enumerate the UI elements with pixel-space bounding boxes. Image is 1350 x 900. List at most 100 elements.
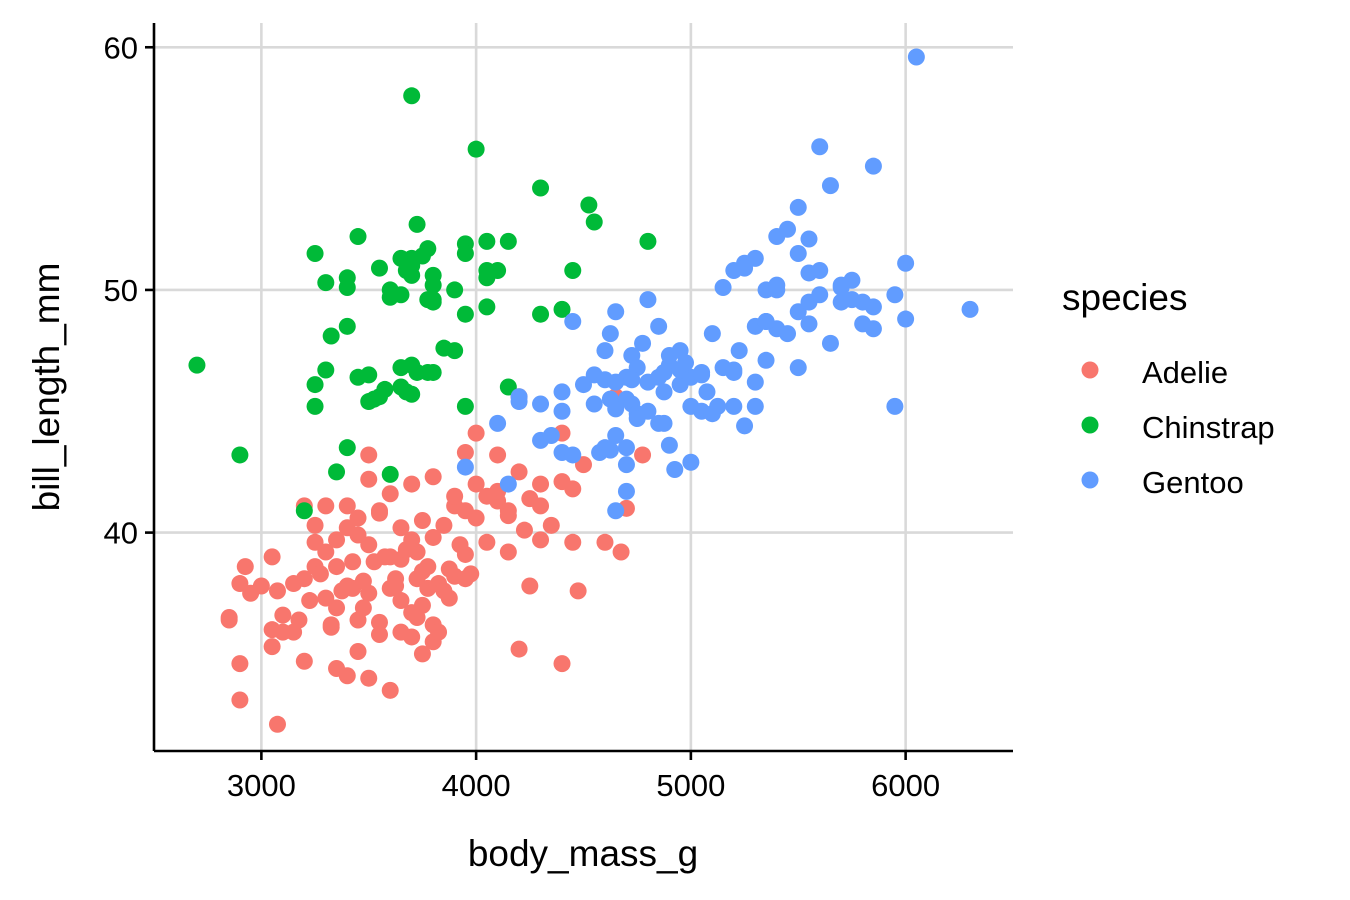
data-point-chinstrap xyxy=(328,463,346,481)
data-point-chinstrap xyxy=(306,376,324,394)
data-point-adelie xyxy=(387,577,405,595)
data-point-gentoo xyxy=(650,317,668,335)
data-point-chinstrap xyxy=(306,245,324,263)
data-point-chinstrap xyxy=(585,213,603,231)
data-point-adelie xyxy=(521,490,539,508)
data-point-gentoo xyxy=(607,502,625,520)
data-point-gentoo xyxy=(623,371,641,389)
x-tick-label: 5000 xyxy=(656,768,725,803)
data-point-gentoo xyxy=(607,303,625,321)
data-point-chinstrap xyxy=(381,281,399,299)
data-point-gentoo xyxy=(746,373,764,391)
data-point-adelie xyxy=(462,565,480,583)
data-point-gentoo xyxy=(811,262,829,280)
data-point-adelie xyxy=(360,446,378,464)
data-point-adelie xyxy=(344,553,362,571)
data-point-gentoo xyxy=(542,427,560,445)
data-point-gentoo xyxy=(886,286,904,304)
y-tick-label: 40 xyxy=(104,516,138,551)
data-point-gentoo xyxy=(821,177,839,195)
data-point-gentoo xyxy=(800,315,818,333)
data-point-adelie xyxy=(413,511,431,529)
data-point-gentoo xyxy=(693,363,711,381)
data-point-gentoo xyxy=(596,342,614,360)
data-point-gentoo xyxy=(698,383,716,401)
data-point-chinstrap xyxy=(564,262,582,280)
data-point-adelie xyxy=(440,560,458,578)
legend-title: species xyxy=(1062,277,1187,318)
y-axis-title: bill_length_mm xyxy=(26,263,67,512)
data-point-chinstrap xyxy=(424,363,442,381)
data-point-gentoo xyxy=(634,334,652,352)
data-point-chinstrap xyxy=(446,281,464,299)
data-point-chinstrap xyxy=(499,232,517,250)
legend-key-gentoo xyxy=(1081,471,1099,489)
data-point-adelie xyxy=(478,533,496,551)
data-point-adelie xyxy=(290,611,308,629)
data-point-gentoo xyxy=(736,417,754,435)
data-point-chinstrap xyxy=(639,232,657,250)
data-point-gentoo xyxy=(746,397,764,415)
data-point-gentoo xyxy=(757,351,775,369)
data-point-adelie xyxy=(301,592,319,610)
data-point-gentoo xyxy=(639,373,657,391)
data-point-adelie xyxy=(360,470,378,488)
data-point-adelie xyxy=(424,468,442,486)
data-point-adelie xyxy=(317,497,335,515)
axis-ticks: 3000 4000 5000 6000 40 50 60 xyxy=(104,30,941,803)
data-point-chinstrap xyxy=(456,305,474,323)
data-point-chinstrap xyxy=(338,439,356,457)
data-point-gentoo xyxy=(779,325,797,343)
legend-label-gentoo: Gentoo xyxy=(1142,465,1244,500)
data-point-gentoo xyxy=(655,383,673,401)
data-point-gentoo xyxy=(864,320,882,338)
data-point-gentoo xyxy=(779,220,797,238)
data-point-chinstrap xyxy=(403,385,421,403)
data-point-chinstrap xyxy=(424,276,442,294)
data-point-gentoo xyxy=(639,291,657,309)
legend-label-adelie: Adelie xyxy=(1142,355,1228,390)
data-point-gentoo xyxy=(617,456,635,474)
data-point-adelie xyxy=(338,497,356,515)
data-point-chinstrap xyxy=(306,397,324,415)
data-point-adelie xyxy=(236,558,254,576)
legend-key-adelie xyxy=(1081,361,1099,379)
data-point-gentoo xyxy=(655,414,673,432)
data-point-adelie xyxy=(328,558,346,576)
data-point-adelie xyxy=(564,533,582,551)
data-point-chinstrap xyxy=(317,274,335,292)
data-point-adelie xyxy=(349,643,367,661)
data-point-gentoo xyxy=(660,346,678,364)
data-point-adelie xyxy=(231,691,249,709)
data-point-chinstrap xyxy=(478,298,496,316)
data-point-adelie xyxy=(381,681,399,699)
data-point-adelie xyxy=(413,645,431,663)
data-point-gentoo xyxy=(601,325,619,343)
data-point-gentoo xyxy=(617,439,635,457)
data-point-adelie xyxy=(328,531,346,549)
data-point-gentoo xyxy=(832,279,850,297)
data-point-gentoo xyxy=(703,325,721,343)
data-point-gentoo xyxy=(730,342,748,360)
data-point-adelie xyxy=(322,616,340,634)
data-point-adelie xyxy=(510,463,528,481)
data-point-gentoo xyxy=(907,48,925,66)
data-point-gentoo xyxy=(564,446,582,464)
data-point-gentoo xyxy=(768,276,786,294)
data-point-gentoo xyxy=(864,157,882,175)
data-point-adelie xyxy=(252,577,270,595)
data-point-chinstrap xyxy=(403,87,421,105)
data-point-gentoo xyxy=(553,402,571,420)
data-point-adelie xyxy=(263,548,281,566)
legend: species Adelie Chinstrap Gentoo xyxy=(1062,277,1275,500)
data-point-gentoo xyxy=(660,436,678,454)
data-point-adelie xyxy=(499,543,517,561)
data-point-adelie xyxy=(569,582,587,600)
data-point-gentoo xyxy=(897,310,915,328)
data-point-adelie xyxy=(274,623,292,641)
y-tick-label: 60 xyxy=(104,30,138,65)
data-point-gentoo xyxy=(617,482,635,500)
data-point-gentoo xyxy=(897,254,915,272)
data-point-adelie xyxy=(413,562,431,580)
data-point-adelie xyxy=(532,475,550,493)
